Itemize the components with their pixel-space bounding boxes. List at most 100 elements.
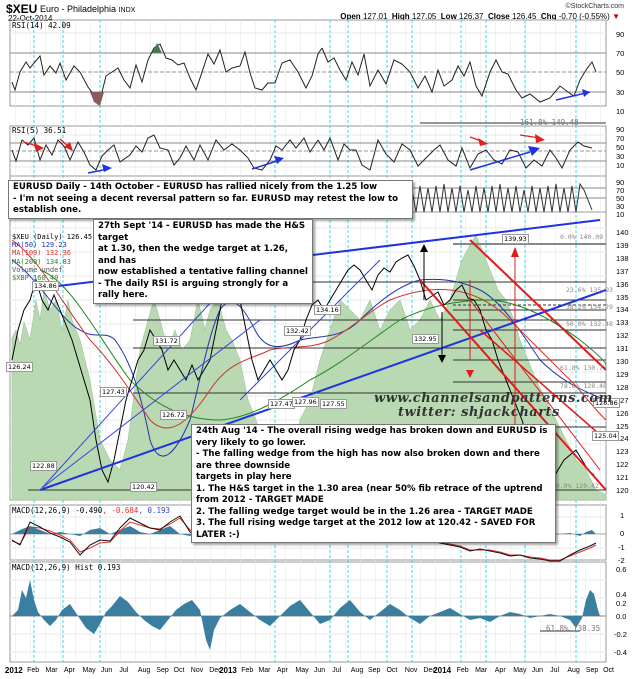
tick: 139: [616, 240, 629, 250]
tick: 50: [616, 68, 625, 77]
x-tick: Oct: [173, 667, 185, 674]
note-line: targets in play here: [196, 472, 292, 482]
x-tick: Aug: [567, 667, 580, 674]
tick: 133: [616, 318, 629, 328]
fib-label: 23.6% 135.93: [566, 286, 613, 294]
exchange-text: INDX: [118, 7, 136, 14]
rsi14-label: RSI(14) 42.09: [12, 21, 71, 30]
price-label: 126.24: [6, 362, 33, 372]
instrument-name: Euro - Philadelphia INDX: [40, 4, 135, 14]
note-line: 27th Sept '14 - EURUSD has made the H&S …: [98, 221, 306, 243]
macd-signal: , -0.684: [102, 506, 139, 515]
rsi14-fib-label: 161.8% 149.48: [520, 118, 579, 127]
x-tick: May: [295, 667, 309, 674]
tick: 134: [616, 305, 629, 315]
tick: 130: [616, 357, 629, 366]
x-tick: Aug: [137, 667, 151, 674]
x-tick: Jun: [531, 667, 543, 674]
tick: 30: [616, 152, 625, 161]
macd-hist-panel: [10, 580, 606, 650]
high-value: 127.05: [411, 12, 437, 21]
x-tick: Oct: [386, 667, 398, 674]
x-tick: Jun: [100, 667, 113, 674]
watermark-site: www.channelsandpatterns.com: [374, 391, 613, 406]
tick: 70: [616, 186, 625, 195]
x-tick: May: [513, 667, 527, 674]
note-line: - The falling wedge from the high has no…: [196, 449, 540, 471]
tick: 128: [616, 382, 629, 392]
price-label: 134.16: [314, 305, 341, 315]
macd-hist-label: MACD(12,26,9) Hist 0.193: [12, 563, 121, 572]
x-tick: 2013: [219, 666, 237, 675]
fib-label: 0.0% 140.09: [560, 233, 604, 241]
tick: 137: [616, 266, 629, 276]
tick: 0.0: [616, 612, 627, 621]
x-tick: Sep: [585, 667, 599, 674]
close-value: 126.45: [511, 12, 537, 21]
x-tick: 2012: [4, 666, 23, 675]
x-tick: Feb: [27, 667, 40, 674]
tick: 50: [616, 194, 625, 203]
close-label: Close: [487, 12, 510, 21]
price-label: 131.72: [153, 336, 180, 346]
x-tick: 2014: [433, 666, 452, 675]
x-tick: Jul: [550, 667, 560, 674]
fib-label: 38.2% 134.29: [566, 303, 613, 311]
note-oct14: EURUSD Daily - 14th October - EURUSD has…: [8, 180, 413, 219]
tick: 131: [616, 344, 629, 354]
tick: -0.4: [614, 648, 627, 657]
low-label: Low: [440, 12, 457, 21]
tick: 0: [620, 529, 625, 538]
rsi14-panel: [10, 43, 606, 124]
price-label: 132.42: [284, 326, 311, 336]
note-line: 2. The falling wedge target would be in …: [196, 506, 533, 517]
brand: ©StockCharts.com: [565, 3, 624, 10]
tick: 138: [616, 253, 629, 263]
note-line: now established a tentative falling chan…: [98, 267, 308, 277]
down-arrow-icon: ▼: [612, 12, 620, 21]
x-tick: Aug: [350, 667, 364, 674]
rsi5-label: RSI(5) 36.51: [12, 126, 67, 135]
x-tick: May: [82, 667, 96, 674]
legend-ma100: MA(100) 132.36: [12, 249, 72, 258]
tick: 140: [616, 228, 629, 237]
tick: 90: [616, 178, 625, 187]
macd-value: MACD(12,26,9) -0.490: [12, 506, 103, 515]
tick: 120: [616, 486, 629, 495]
macd-label: MACD(12,26,9) -0.490, -0.684, 0.193: [12, 506, 170, 515]
note-aug24: 24th Aug '14 - The overall rising wedge …: [191, 424, 556, 543]
x-tick: Sep: [156, 667, 169, 674]
high-label: High: [391, 12, 410, 21]
note-line: 24th Aug '14 - The overall rising wedge …: [196, 426, 548, 448]
open-label: Open: [340, 12, 361, 21]
tick: 10: [616, 107, 625, 116]
price-label: 139.93: [502, 234, 529, 244]
tick: 0.2: [616, 599, 627, 608]
note-line: at 1.30, then the wedge target at 1.26, …: [98, 244, 289, 266]
low-value: 126.37: [459, 12, 484, 21]
tick: 121: [616, 473, 629, 483]
x-tick: Dec: [209, 667, 222, 674]
tick: 129: [616, 369, 629, 379]
macd-hist-fib-label: 61.8% 138.35: [546, 624, 601, 633]
legend-volume: Volume undef: [12, 265, 63, 274]
price-label: 122.88: [30, 461, 57, 471]
tick: 30: [616, 202, 625, 211]
chart-date: 22-Oct-2014: [8, 14, 53, 23]
legend-xbp: $XBP 160.49: [12, 274, 59, 283]
fib-label: 61.8% 130.73: [560, 364, 607, 372]
tick: 70: [616, 134, 625, 143]
tick: 10: [616, 161, 625, 170]
tick: -2: [618, 556, 625, 565]
x-tick: Mar: [258, 667, 271, 674]
chg-label: Chg: [540, 12, 557, 21]
x-tick: Jun: [313, 667, 326, 674]
price-label: 127.47: [268, 399, 295, 409]
tick: 123: [616, 447, 629, 457]
legend-ma50: MA(50) 129.23: [12, 241, 67, 250]
tick: 50: [616, 143, 625, 152]
note-sep27: 27th Sept '14 - EURUSD has made the H&S …: [93, 219, 313, 304]
fib-label: 50.0% 132.48: [566, 320, 613, 328]
tick: 70: [616, 49, 625, 58]
